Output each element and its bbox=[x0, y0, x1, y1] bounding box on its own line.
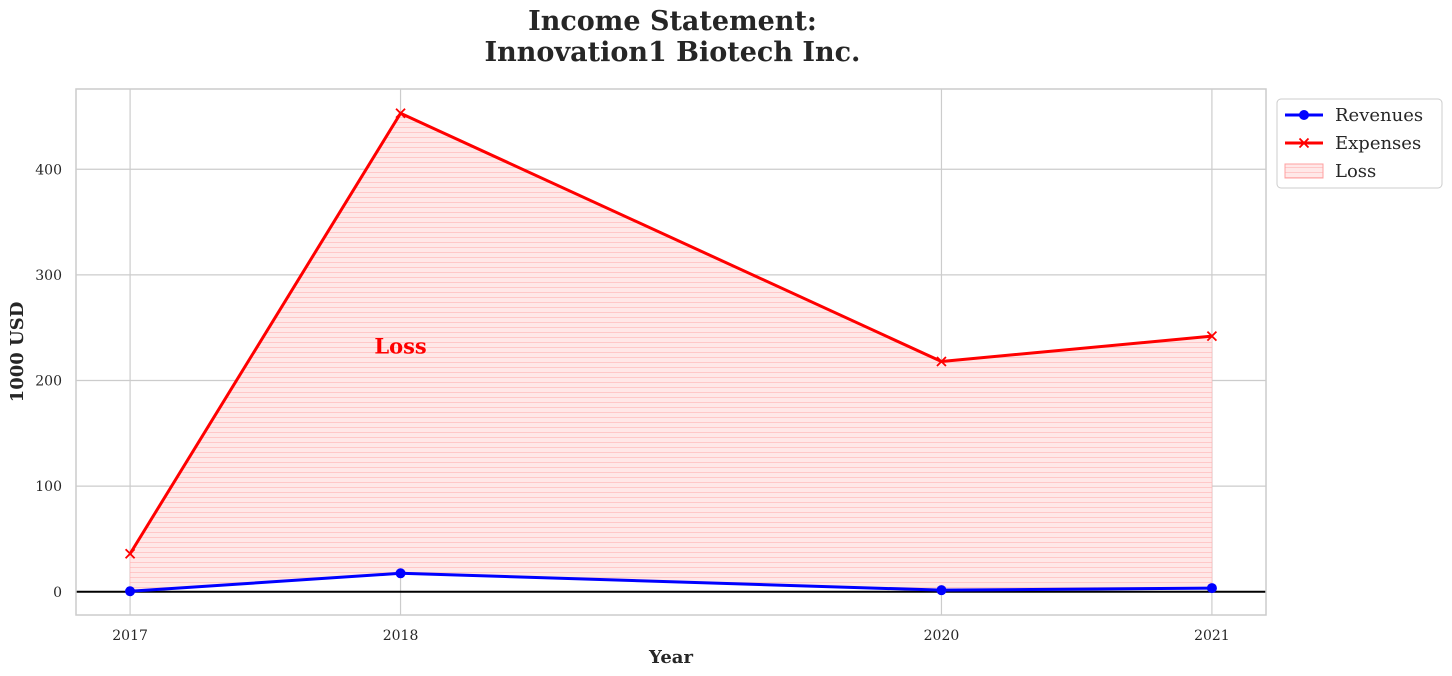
series-line-revenues bbox=[129, 571, 1212, 593]
data-point-expenses bbox=[1206, 331, 1218, 342]
plot-frame bbox=[75, 88, 1267, 616]
chart-title: Income Statement: Innovation1 Biotech In… bbox=[0, 6, 1345, 68]
x-axis-label: Year bbox=[648, 647, 693, 668]
data-point-expenses bbox=[936, 356, 947, 367]
loss-annotation: Loss bbox=[374, 334, 426, 359]
legend-label-expenses: Expenses bbox=[1335, 133, 1421, 154]
data-point-revenues bbox=[395, 568, 406, 579]
legend-marker-revenues bbox=[1299, 110, 1309, 120]
data-point-revenues bbox=[1206, 583, 1217, 594]
data-point-revenues bbox=[936, 585, 947, 596]
y-tick-label: 0 bbox=[53, 585, 62, 601]
data-point-expenses bbox=[124, 548, 136, 559]
series-line-expenses bbox=[128, 111, 1213, 555]
x-tick-label: 2021 bbox=[1194, 628, 1230, 644]
legend-marker-expenses bbox=[1298, 137, 1310, 149]
data-point-revenues bbox=[125, 586, 136, 597]
chart-title-line-1: Income Statement: bbox=[528, 6, 817, 37]
y-tick-label: 100 bbox=[35, 479, 62, 495]
y-tick-label: 300 bbox=[35, 268, 62, 284]
legend-label-loss: Loss bbox=[1335, 161, 1376, 182]
y-tick-label: 400 bbox=[35, 162, 62, 178]
plot-area: 0 100 200 300 400 2017 2018 2020 2021 Loss Year 100… bbox=[7, 88, 1267, 668]
legend-label-revenues: Revenues bbox=[1335, 105, 1423, 126]
legend-patch-loss bbox=[1284, 163, 1324, 179]
legend: Revenues Expenses Loss bbox=[1276, 98, 1443, 189]
chart-title-line-2: Innovation1 Biotech Inc. bbox=[484, 37, 861, 68]
y-axis-label: 1000 USD bbox=[7, 302, 28, 403]
y-tick-label: 200 bbox=[35, 374, 62, 390]
data-point-expenses bbox=[395, 108, 406, 119]
x-tick-label: 2020 bbox=[924, 628, 960, 644]
x-tick-label: 2017 bbox=[112, 628, 148, 644]
x-tick-label: 2018 bbox=[383, 628, 419, 644]
